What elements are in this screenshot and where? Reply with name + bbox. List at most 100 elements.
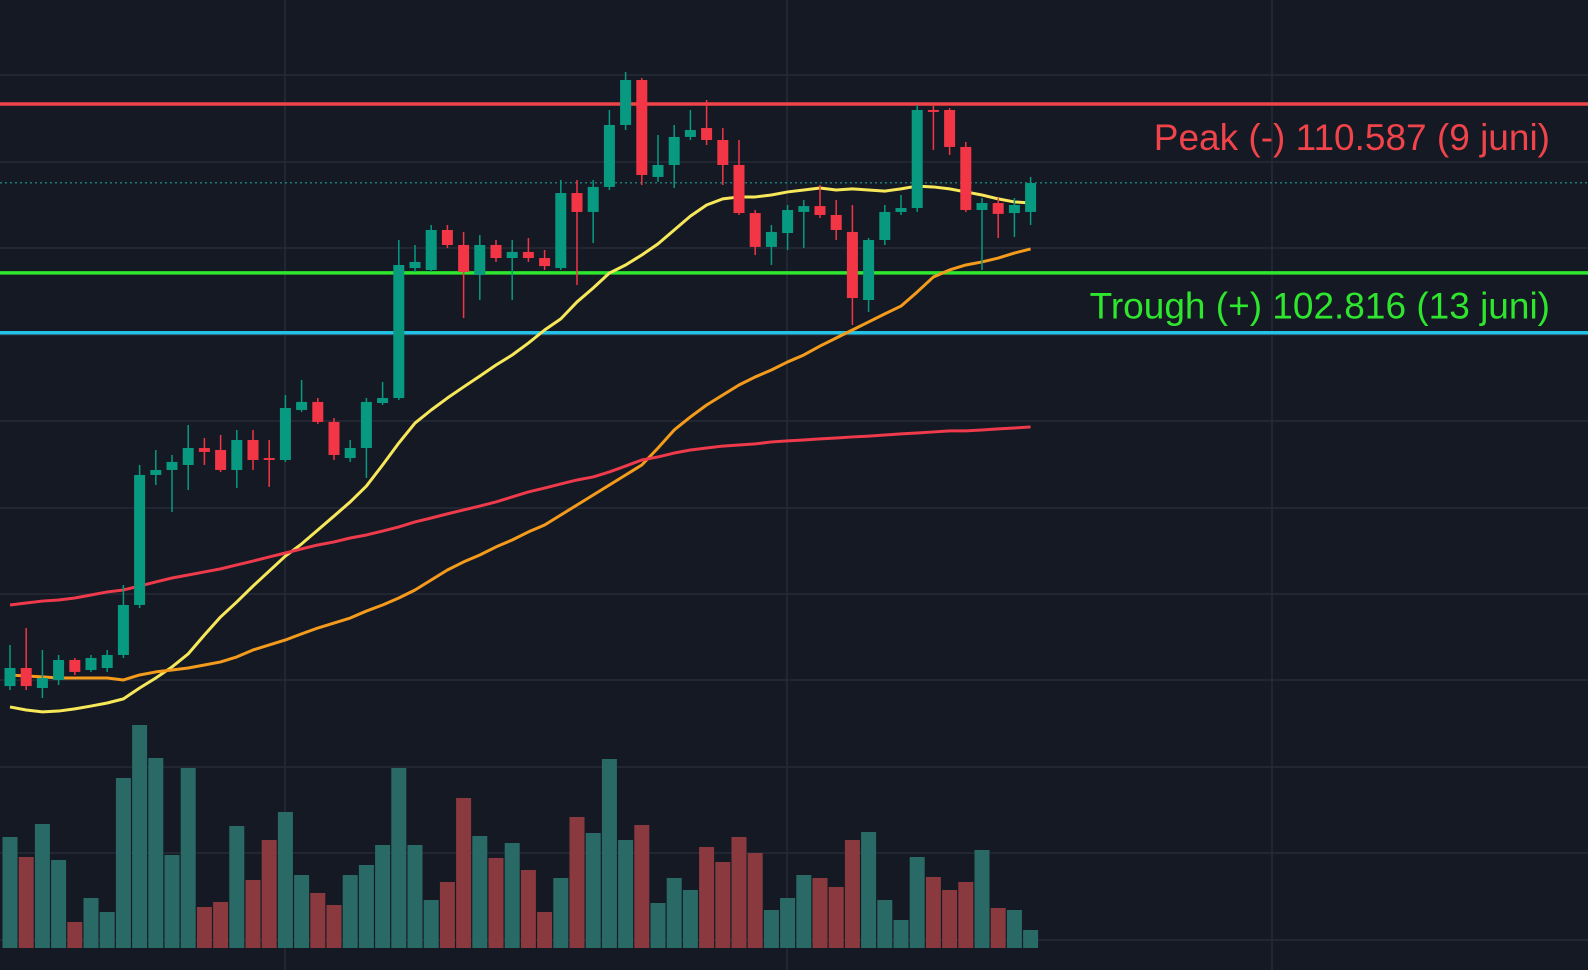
candle-body [166, 461, 178, 470]
volume-bar [585, 833, 601, 948]
candle-body [684, 129, 696, 137]
candle-body [247, 439, 259, 460]
candle-body [927, 109, 939, 112]
candle-body [20, 668, 32, 687]
candle-body [603, 124, 615, 187]
candle-body [198, 448, 210, 452]
candle-body [441, 229, 453, 245]
candle-body [636, 79, 648, 175]
volume-bar [456, 798, 472, 948]
volume-bar [472, 836, 488, 948]
candle-body [182, 448, 194, 465]
volume-bar [974, 850, 990, 948]
candle-body [895, 208, 907, 212]
candle-body [1025, 183, 1037, 212]
volume-bar [261, 840, 277, 948]
candle-body [960, 146, 972, 210]
volume-bar [423, 900, 439, 948]
candle-body [798, 206, 810, 212]
candle-body [150, 469, 162, 475]
volume-bar [569, 817, 585, 948]
candle-body [1008, 204, 1020, 214]
candle-body [765, 231, 777, 247]
candle-body [555, 193, 567, 269]
candle-body [296, 401, 308, 410]
volume-bar [196, 907, 212, 948]
volume-bar [958, 882, 974, 948]
candle-body [69, 659, 81, 672]
volume-bar [229, 826, 245, 948]
volume-bar [83, 898, 99, 948]
candle-body [101, 654, 113, 669]
candle-body [53, 659, 65, 680]
level-label: Trough (+) 102.816 (13 juni) [1090, 286, 1550, 327]
candle-body [992, 203, 1004, 214]
candle-body [458, 244, 470, 272]
candle-body [652, 164, 664, 177]
volume-bar [294, 875, 310, 948]
volume-bar [358, 865, 374, 948]
volume-bar [990, 908, 1006, 948]
candle-body [377, 398, 389, 404]
volume-bar [180, 768, 196, 948]
volume-bar [553, 878, 569, 948]
volume-bar [747, 853, 763, 948]
volume-bar [844, 840, 860, 948]
volume-bar [407, 845, 423, 948]
volume-bar [537, 912, 553, 948]
candle-body [409, 261, 421, 269]
candle-body [36, 678, 48, 689]
volume-bar [115, 778, 131, 948]
volume-bar [132, 725, 148, 948]
volume-bar [375, 845, 391, 948]
candle-body [215, 449, 227, 470]
candle-body [879, 211, 891, 240]
volume-bar [504, 843, 520, 948]
candle-body [231, 439, 243, 470]
volume-bar [812, 878, 828, 948]
volume-bar [520, 870, 536, 948]
candle-body [360, 401, 372, 449]
candle-body [328, 421, 340, 455]
volume-bar [682, 890, 698, 948]
volume-bar [67, 922, 83, 948]
candle-body [522, 251, 534, 259]
candle-body [4, 668, 16, 687]
volume-bar [909, 857, 925, 948]
candle-body [490, 244, 502, 259]
volume-bar [34, 824, 50, 948]
candle-body [701, 128, 713, 140]
volume-bar [245, 880, 261, 948]
candle-body [587, 186, 599, 212]
volume-bar [488, 858, 504, 948]
moving-average-line [9, 425, 1031, 607]
volume-bar [666, 878, 682, 948]
candle-body [911, 109, 923, 209]
volume-bar [634, 825, 650, 948]
candle-body [976, 203, 988, 210]
candle-body [263, 458, 275, 460]
volume-bar [2, 837, 18, 948]
volume-bar [715, 862, 731, 948]
candle-body [571, 193, 583, 212]
volume-bar [796, 875, 812, 948]
candle-body [279, 408, 291, 460]
candle-body [539, 258, 551, 267]
candle-body [85, 658, 97, 670]
volume-bar [618, 840, 634, 948]
volume-bar [731, 837, 747, 948]
volume-bar [326, 905, 342, 948]
moving-average-line [9, 184, 1031, 714]
volume-bar [310, 893, 326, 948]
candle-body [814, 206, 826, 215]
candle-body [733, 164, 745, 214]
volume-bar [877, 900, 893, 948]
candle-body [846, 231, 858, 299]
volume-bar [699, 847, 715, 948]
candle-body [393, 264, 405, 399]
volume-bar [164, 855, 180, 948]
candle-body [312, 401, 324, 422]
volume-bar [893, 920, 909, 948]
